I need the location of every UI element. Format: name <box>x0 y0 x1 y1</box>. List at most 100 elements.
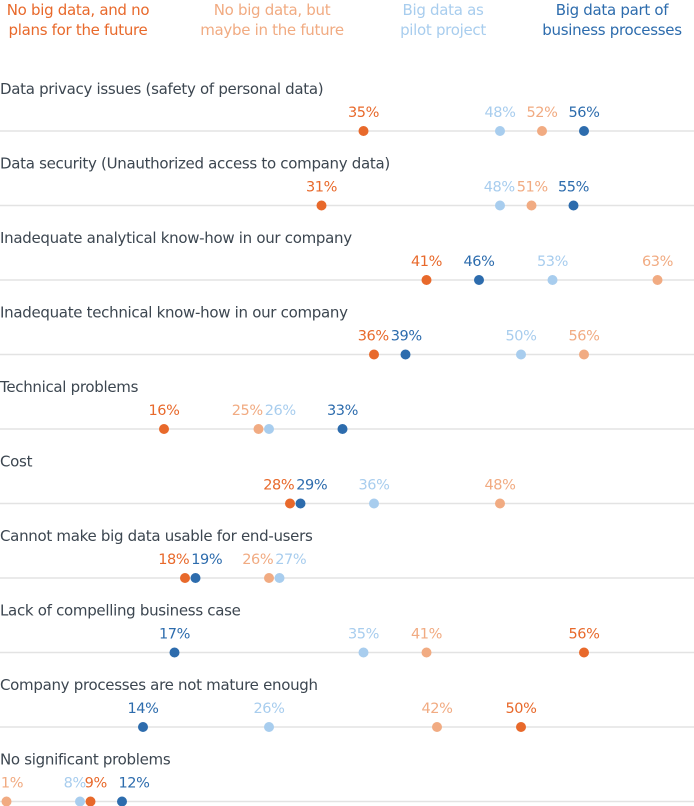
legend-item: No big data, but maybe in the future <box>200 1 344 39</box>
category-label: Cost <box>0 453 33 471</box>
data-label: 53% <box>537 254 568 270</box>
category-row: Company processes are not mature enough 5… <box>0 676 694 732</box>
category-row: Cannot make big data usable for end-user… <box>0 527 694 583</box>
data-point <box>568 200 579 211</box>
data-point <box>579 647 589 658</box>
data-label: 56% <box>568 329 599 345</box>
data-point <box>432 722 442 732</box>
data-label: 56% <box>568 105 599 121</box>
data-point <box>495 126 505 136</box>
data-label: 26% <box>265 403 296 419</box>
data-point <box>547 275 558 285</box>
data-label: 16% <box>148 403 179 419</box>
data-point <box>117 796 127 806</box>
data-point <box>169 647 180 658</box>
category-row: Cost 28% 48% 36% 29% <box>0 453 694 509</box>
data-label: 29% <box>296 478 327 494</box>
category-label: Technical problems <box>0 378 139 396</box>
category-label: No significant problems <box>0 751 171 769</box>
category-label: Inadequate analytical know-how in our co… <box>0 229 352 247</box>
data-label: 41% <box>411 254 442 270</box>
data-label: 52% <box>526 105 557 121</box>
data-label: 31% <box>306 180 337 196</box>
data-point <box>495 200 505 211</box>
data-point <box>285 498 295 509</box>
data-label: 46% <box>463 254 494 270</box>
data-label: 41% <box>411 627 442 643</box>
data-point <box>516 722 526 732</box>
data-label: 19% <box>191 552 222 568</box>
data-point <box>190 573 201 583</box>
data-label: 42% <box>421 701 452 717</box>
data-point <box>264 424 274 434</box>
data-label: 17% <box>159 627 190 643</box>
data-point <box>358 647 369 658</box>
data-label: 51% <box>517 180 548 196</box>
data-label: 35% <box>348 627 379 643</box>
data-label: 56% <box>568 627 599 643</box>
data-point <box>537 126 547 136</box>
data-point <box>369 498 379 509</box>
data-point <box>264 722 274 732</box>
data-point <box>369 349 379 360</box>
category-label: Data privacy issues (safety of personal … <box>0 80 323 98</box>
data-label: 14% <box>127 701 158 717</box>
data-label: 28% <box>263 478 294 494</box>
data-point <box>421 647 432 658</box>
data-point <box>652 275 663 285</box>
data-point <box>495 498 505 509</box>
data-label: 36% <box>358 478 389 494</box>
data-point <box>337 424 348 434</box>
data-label: 36% <box>358 329 389 345</box>
data-point <box>180 573 190 583</box>
data-point <box>138 722 148 732</box>
data-point <box>264 573 274 583</box>
data-label: 48% <box>484 478 515 494</box>
data-label: 39% <box>391 329 422 345</box>
data-point <box>579 349 589 360</box>
category-row: Technical problems 16% 25% 26% 33% <box>0 378 694 434</box>
data-point <box>400 349 411 360</box>
category-label: Lack of compelling business case <box>0 602 241 620</box>
category-row: Inadequate analytical know-how in our co… <box>0 229 694 285</box>
data-label: 63% <box>642 254 673 270</box>
data-point <box>579 126 589 136</box>
data-label: 12% <box>118 776 149 792</box>
data-point <box>75 796 85 806</box>
category-row: Data privacy issues (safety of personal … <box>0 80 694 136</box>
data-point <box>421 275 432 285</box>
data-label: 26% <box>242 552 273 568</box>
data-label: 27% <box>275 552 306 568</box>
data-label: 48% <box>484 180 515 196</box>
legend-item: Big data part of business processes <box>542 1 682 39</box>
legend-item: Big data as pilot project <box>400 1 486 39</box>
data-point <box>159 424 169 434</box>
data-label: 50% <box>505 701 536 717</box>
category-row: Data security (Unauthorized access to co… <box>0 155 694 211</box>
data-point <box>295 498 306 509</box>
data-point <box>253 424 264 434</box>
data-label: 50% <box>505 329 536 345</box>
category-label: Cannot make big data usable for end-user… <box>0 527 313 545</box>
category-row: No significant problems 9% 1% 8% 12% <box>0 751 694 806</box>
data-label: 33% <box>327 403 358 419</box>
data-label: 8% <box>64 776 86 792</box>
data-label: 55% <box>558 180 589 196</box>
data-label: 25% <box>232 403 263 419</box>
data-point <box>526 200 537 211</box>
legend-item: No big data, and no plans for the future <box>6 1 150 39</box>
category-label: Inadequate technical know-how in our com… <box>0 304 348 322</box>
data-label: 35% <box>348 105 379 121</box>
data-point <box>1 796 12 806</box>
data-point <box>358 126 369 136</box>
data-point <box>316 200 327 211</box>
data-point <box>274 573 285 583</box>
data-label: 1% <box>1 776 23 792</box>
data-label: 9% <box>85 776 107 792</box>
data-label: 26% <box>253 701 284 717</box>
data-label: 48% <box>484 105 515 121</box>
data-point <box>85 796 96 806</box>
category-row: Lack of compelling business case 56% 41% 35… <box>0 602 694 658</box>
data-point <box>516 349 526 360</box>
